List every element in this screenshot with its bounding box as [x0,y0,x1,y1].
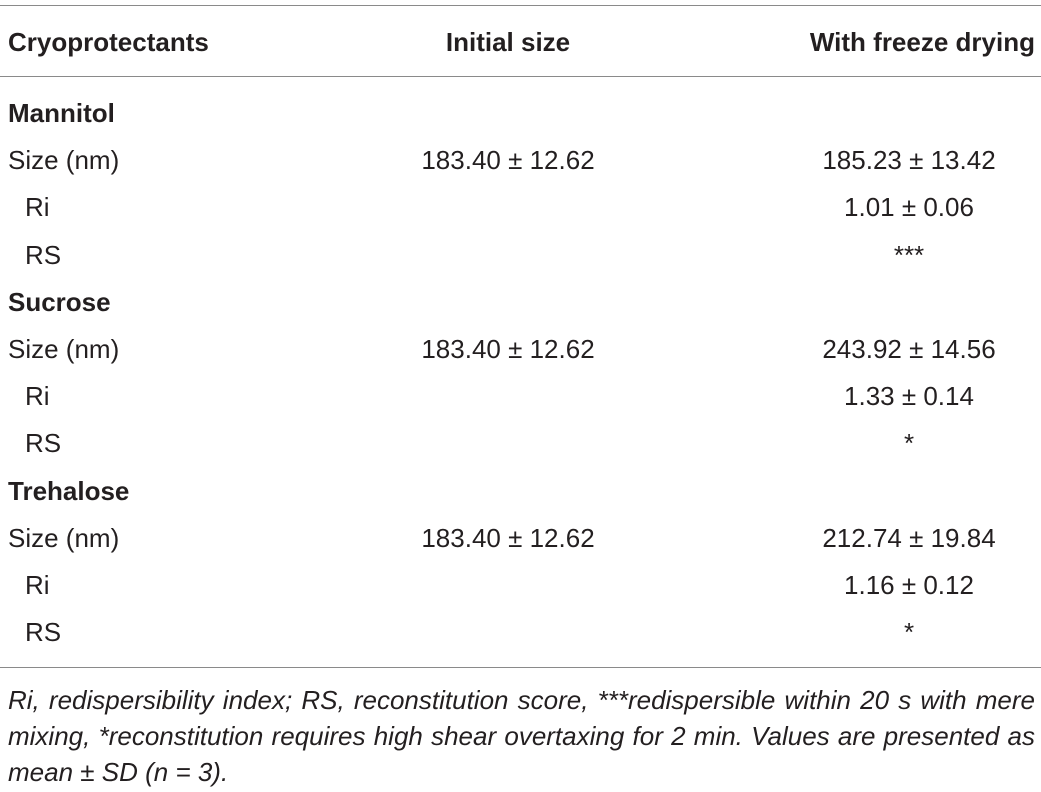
freeze-drying-value: 1.16 ± 0.12 [844,570,974,600]
row-label: Ri [25,570,50,600]
footnote: Ri, redispersibility index; RS, reconsti… [8,685,1035,787]
bottom-rule [0,667,1041,668]
initial-size: 183.40 ± 12.62 [421,145,595,176]
group-name: Sucrose [8,286,111,317]
freeze-drying-value: * [903,428,915,459]
freeze-drying-value: 185.23 ± 13.42 [822,145,996,176]
initial-size: 183.40 ± 12.62 [421,522,595,553]
column-header: Cryoprotectants [8,27,209,57]
freeze-drying-value: 1.01 ± 0.06 [844,192,974,223]
group-name: Trehalose [8,475,130,506]
freeze-drying-value: *** [893,239,925,270]
freeze-drying-value: 1.33 ± 0.14 [844,381,974,412]
header-rule [0,76,1041,77]
row-label: Ri [25,381,50,412]
row-label: Size (nm) [8,334,120,364]
group-name: Mannitol [8,98,115,128]
column-header: With freeze drying [809,27,1035,57]
top-rule [0,5,1041,6]
row-label: Size (nm) [8,145,120,176]
row-label: Size (nm) [8,522,120,553]
row-label: Ri [25,192,50,223]
freeze-drying-value: * [903,617,915,648]
column-header: Initial size [445,27,571,57]
row-label: RS [25,428,62,459]
row-label: RS [25,617,62,648]
initial-size: 183.40 ± 12.62 [421,334,595,364]
row-label: RS [25,239,62,270]
freeze-drying-value: 212.74 ± 19.84 [822,522,996,553]
freeze-drying-value: 243.92 ± 14.56 [822,334,996,364]
